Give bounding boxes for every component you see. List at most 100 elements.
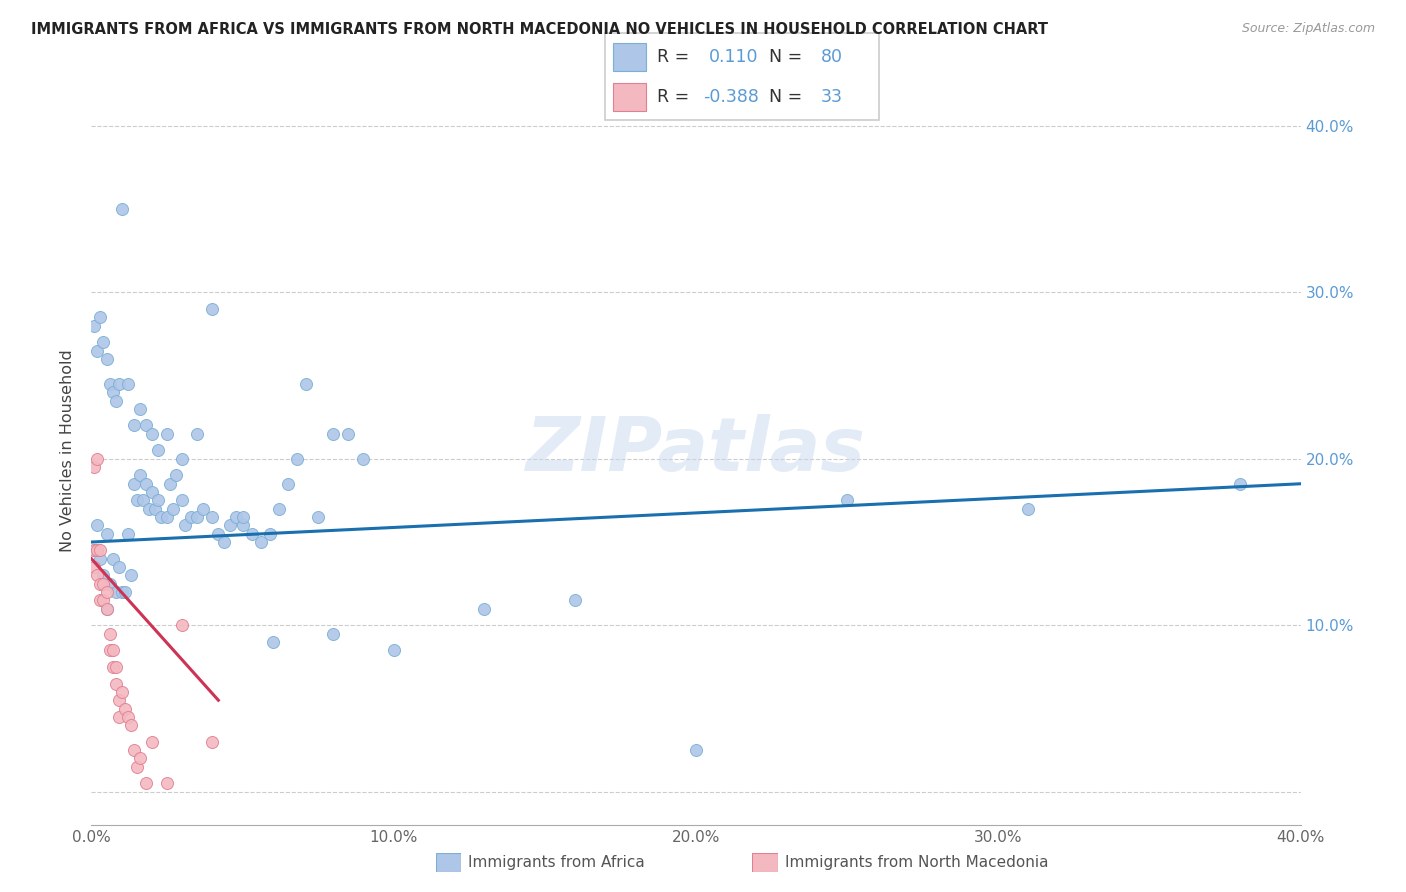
Point: [86, 568, 108, 582]
Point: [214, 535, 236, 549]
Point: [132, 493, 155, 508]
Point: [86, 543, 108, 558]
Point: [93, 568, 115, 582]
Point: [96, 585, 118, 599]
Point: [96, 601, 118, 615]
Point: [125, 493, 148, 508]
Point: [104, 660, 127, 674]
Text: R =: R =: [657, 47, 695, 66]
Point: [240, 526, 263, 541]
Bar: [613, 43, 645, 70]
Point: [96, 351, 118, 366]
Point: [111, 585, 132, 599]
Point: [98, 643, 121, 657]
Point: [307, 510, 329, 524]
Point: [135, 776, 157, 790]
Point: [93, 335, 115, 350]
Point: [107, 560, 129, 574]
Text: R =: R =: [657, 87, 695, 106]
Point: [472, 601, 495, 615]
Text: ZIPatlas: ZIPatlas: [526, 414, 866, 487]
Point: [322, 626, 344, 640]
Text: 33: 33: [821, 87, 844, 106]
Point: [104, 676, 127, 690]
Point: [117, 710, 139, 724]
Point: [231, 518, 253, 533]
Point: [267, 501, 290, 516]
Point: [186, 510, 208, 524]
Point: [156, 776, 179, 790]
Point: [219, 518, 242, 533]
Y-axis label: No Vehicles in Household: No Vehicles in Household: [60, 349, 76, 552]
Point: [83, 543, 105, 558]
Point: [231, 510, 253, 524]
Point: [156, 426, 179, 441]
Text: Source: ZipAtlas.com: Source: ZipAtlas.com: [1241, 22, 1375, 36]
Point: [685, 743, 707, 757]
Point: [225, 510, 247, 524]
Point: [835, 493, 858, 508]
Point: [262, 635, 284, 649]
Point: [104, 585, 127, 599]
Point: [93, 576, 115, 591]
Point: [277, 476, 299, 491]
Point: [295, 376, 318, 391]
Point: [101, 385, 124, 400]
Point: [162, 501, 184, 516]
Point: [159, 476, 181, 491]
Point: [322, 426, 344, 441]
Point: [180, 510, 202, 524]
Point: [107, 376, 129, 391]
Point: [83, 560, 105, 574]
Point: [86, 518, 108, 533]
Point: [201, 510, 224, 524]
Point: [83, 543, 105, 558]
Point: [104, 393, 127, 408]
Point: [146, 493, 169, 508]
Text: N =: N =: [769, 47, 808, 66]
Text: 0.110: 0.110: [709, 47, 758, 66]
Point: [207, 526, 229, 541]
Point: [186, 426, 208, 441]
Point: [172, 618, 194, 632]
Point: [128, 751, 150, 765]
Point: [143, 501, 166, 516]
Point: [165, 468, 187, 483]
Point: [89, 593, 111, 607]
Point: [352, 451, 374, 466]
Point: [120, 718, 142, 732]
Point: [156, 510, 179, 524]
Point: [174, 518, 197, 533]
Point: [98, 376, 121, 391]
Point: [101, 643, 124, 657]
Point: [114, 585, 136, 599]
Point: [128, 401, 150, 416]
Point: [125, 760, 148, 774]
Text: Immigrants from Africa: Immigrants from Africa: [468, 855, 645, 870]
Point: [337, 426, 360, 441]
Point: [259, 526, 281, 541]
Point: [138, 501, 160, 516]
Point: [111, 685, 132, 699]
Point: [86, 451, 108, 466]
Point: [101, 551, 124, 566]
Point: [122, 743, 145, 757]
Point: [89, 576, 111, 591]
Point: [382, 643, 405, 657]
Point: [114, 701, 136, 715]
Point: [89, 551, 111, 566]
Point: [564, 593, 586, 607]
Point: [249, 535, 271, 549]
Point: [135, 418, 157, 433]
Text: N =: N =: [769, 87, 808, 106]
Point: [98, 626, 121, 640]
Point: [120, 568, 142, 582]
Point: [96, 601, 118, 615]
Point: [93, 593, 115, 607]
Point: [141, 735, 163, 749]
Point: [98, 576, 121, 591]
Point: [193, 501, 215, 516]
Point: [201, 301, 224, 316]
Point: [141, 426, 163, 441]
Point: [117, 376, 139, 391]
